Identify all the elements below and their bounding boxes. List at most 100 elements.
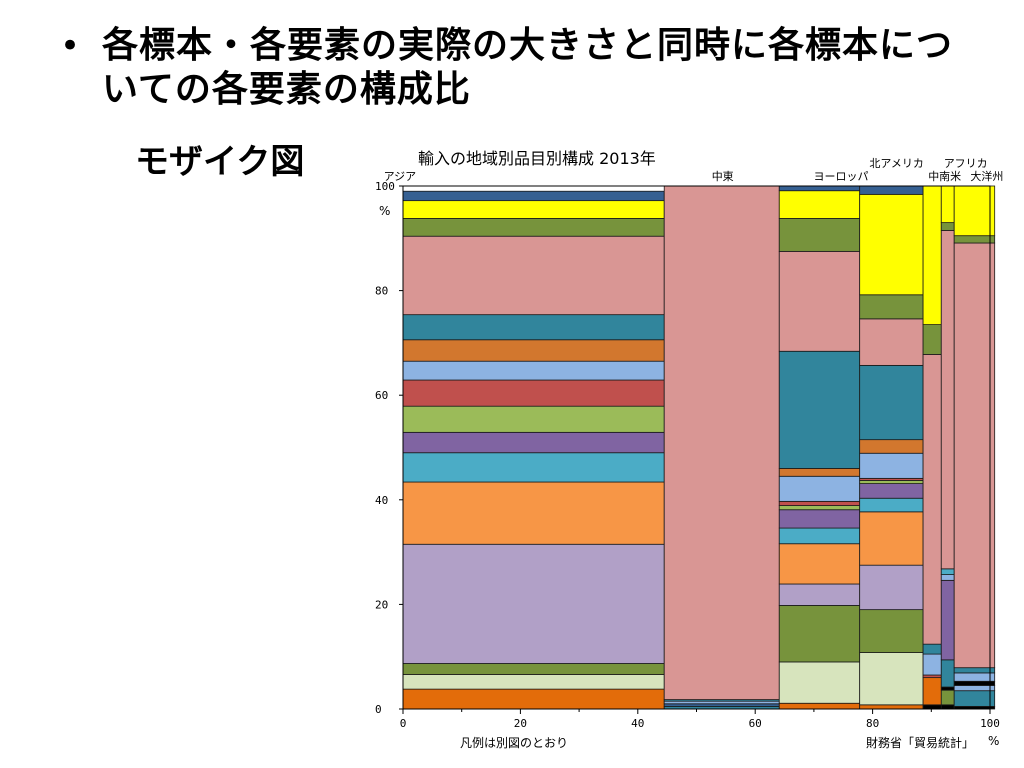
mosaic-cell <box>953 685 996 692</box>
bullet-text: 各標本・各要素の実際の大きさと同時に各標本についての各要素の構成比 <box>102 25 954 110</box>
column-label: 北アメリカ <box>869 157 923 170</box>
mosaic-cell <box>940 704 955 710</box>
bullet-marker: • <box>60 26 81 66</box>
mosaic-cell <box>778 468 861 477</box>
mosaic-cell <box>953 235 996 244</box>
chart-title: 輸入の地域別品目別構成 2013年 <box>418 149 656 168</box>
column-label: アフリカ <box>944 157 988 170</box>
mosaic-cell <box>402 452 665 483</box>
mosaic-cell <box>402 235 665 316</box>
mosaic-cell <box>953 667 996 674</box>
y-tick-label: 20 <box>375 598 388 611</box>
mosaic-cell <box>402 379 665 407</box>
mosaic-cell <box>940 689 955 706</box>
mosaic-cell <box>953 185 996 237</box>
mosaic-cell <box>778 218 861 252</box>
mosaic-cell <box>778 661 861 704</box>
y-tick-label: 40 <box>375 494 388 507</box>
mosaic-cell <box>778 250 861 352</box>
mosaic-cell <box>778 190 861 219</box>
mosaic-cell <box>940 686 955 691</box>
mosaic-cell <box>859 564 924 611</box>
y-tick-label: 80 <box>375 285 388 298</box>
x-tick-label: 40 <box>631 717 644 730</box>
mosaic-cell <box>859 652 924 706</box>
mosaic-cell <box>859 185 924 195</box>
x-tick-label: 80 <box>866 717 879 730</box>
mosaic-cell <box>663 185 780 700</box>
mosaic-cell <box>859 294 924 320</box>
mosaic-cell <box>778 500 861 506</box>
note-source: 財務省「貿易統計」 <box>866 735 974 750</box>
sub-item-label: モザイク図 <box>135 142 305 182</box>
mosaic-cell <box>859 483 924 499</box>
mosaic-cell <box>859 609 924 653</box>
mosaic-cell <box>402 218 665 237</box>
mosaic-cell <box>402 663 665 675</box>
x-tick-label: 100 <box>980 717 1000 730</box>
column-label: アジア <box>384 170 417 183</box>
mosaic-cell <box>402 543 665 664</box>
mosaic-cell <box>859 193 924 296</box>
mosaic-cell <box>402 481 665 545</box>
mosaic-cell <box>922 324 942 355</box>
y-tick-label: 100 <box>375 180 395 193</box>
mosaic-cell <box>778 543 861 585</box>
mosaic-cell <box>922 653 942 676</box>
mosaic-cell <box>940 568 955 575</box>
mosaic-cell <box>859 511 924 566</box>
mosaic-cell <box>953 680 996 686</box>
mosaic-cell <box>778 505 861 511</box>
x-tick-label: 60 <box>749 717 762 730</box>
mosaic-cell <box>402 405 665 433</box>
mosaic-cell <box>778 185 861 192</box>
y-tick-label: 60 <box>375 389 388 402</box>
mosaic-cell <box>922 643 942 655</box>
mosaic-cell <box>859 452 924 479</box>
mosaic-cell <box>778 475 861 502</box>
x-tick-label: 20 <box>514 717 527 730</box>
mosaic-cell <box>940 185 955 224</box>
mosaic-cell <box>922 704 942 710</box>
mosaic-cell <box>940 230 955 570</box>
mosaic-cell <box>778 605 861 663</box>
column-label: 中南米 <box>928 170 961 183</box>
y-axis-unit: % <box>379 204 390 218</box>
mosaic-cell <box>778 702 861 710</box>
mosaic-cell <box>953 690 996 707</box>
mosaic-cell <box>859 497 924 513</box>
mosaic-cell <box>953 242 996 669</box>
mosaic-cell <box>940 659 955 688</box>
mosaic-cell <box>402 190 665 202</box>
mosaic-cell <box>402 431 665 454</box>
mosaic-cell <box>778 509 861 529</box>
x-tick-label: 0 <box>400 717 407 730</box>
y-tick-label: 0 <box>375 703 382 716</box>
mosaic-cell <box>402 674 665 690</box>
mosaic-cell <box>778 350 861 469</box>
mosaic-cell <box>402 314 665 341</box>
mosaic-cell <box>402 339 665 362</box>
x-axis-unit: % <box>988 734 999 748</box>
mosaic-cell <box>859 439 924 454</box>
note-legend: 凡例は別図のとおり <box>460 736 568 750</box>
column-label: ヨーロッパ <box>814 170 869 183</box>
mosaic-cell <box>922 185 942 326</box>
mosaic-cell <box>859 318 924 366</box>
column-label: 大洋州 <box>970 169 1003 183</box>
mosaic-cell <box>778 527 861 545</box>
mosaic-cell <box>940 574 955 581</box>
column-label: 中東 <box>712 170 734 183</box>
mosaic-cell <box>402 200 665 219</box>
mosaic-cell <box>940 222 955 231</box>
mosaic-cell <box>402 688 665 710</box>
mosaic-cell <box>859 480 924 484</box>
mosaic-cell <box>778 583 861 606</box>
mosaic-cell <box>953 672 996 682</box>
mosaic-cell <box>940 579 955 661</box>
mosaic-cell <box>859 364 924 441</box>
mosaic-cell <box>859 704 924 710</box>
mosaic-cell <box>922 677 942 706</box>
